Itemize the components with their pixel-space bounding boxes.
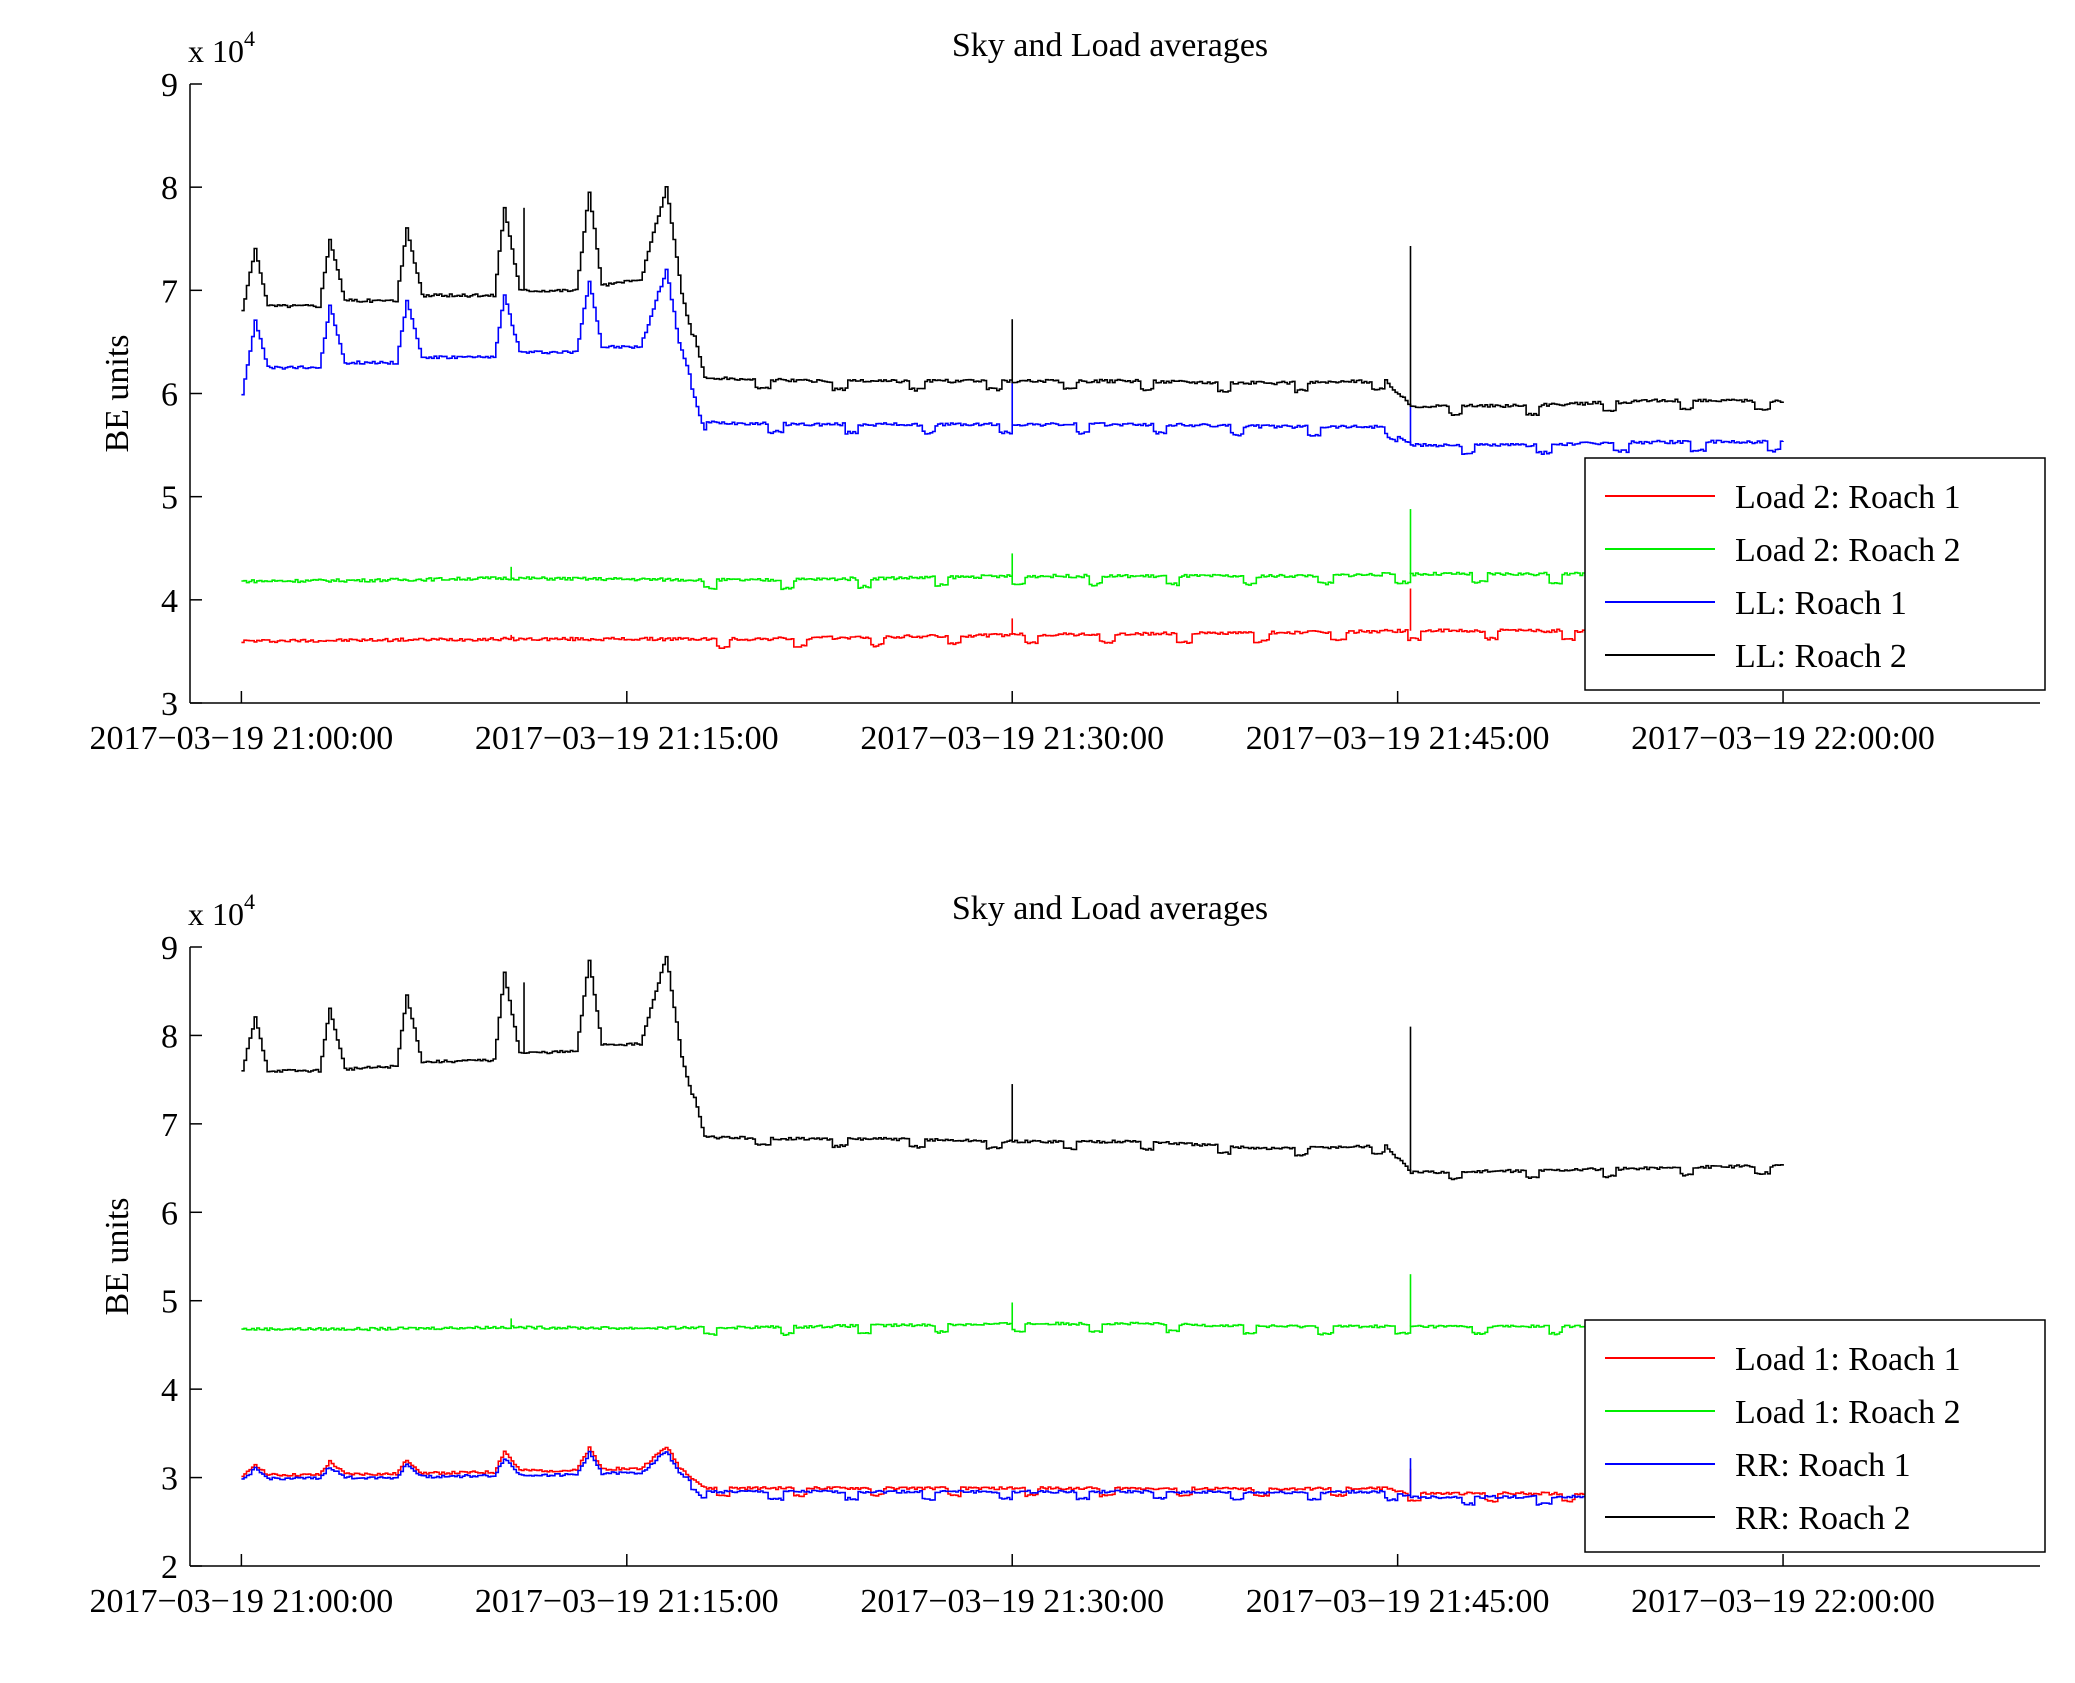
y-tick-label: 5 bbox=[161, 1284, 178, 1321]
x-tick-label: 2017−03−19 22:00:00 bbox=[1631, 720, 1935, 757]
y-tick-label: 4 bbox=[161, 1372, 178, 1409]
series-line-load-1-roach-1 bbox=[241, 1446, 1784, 1503]
y-tick-label: 9 bbox=[161, 930, 178, 967]
x-tick-label: 2017−03−19 21:45:00 bbox=[1246, 720, 1550, 757]
x-tick-label: 2017−03−19 21:15:00 bbox=[475, 1583, 779, 1620]
y-axis-label: BE units bbox=[99, 1197, 136, 1315]
y-tick-label: 2 bbox=[161, 1549, 178, 1586]
y-tick-label: 3 bbox=[161, 686, 178, 723]
y-exponent-power: 4 bbox=[244, 26, 255, 51]
legend-label: LL: Roach 1 bbox=[1735, 585, 1907, 622]
legend-label: Load 1: Roach 2 bbox=[1735, 1394, 1961, 1431]
y-tick-label: 9 bbox=[161, 67, 178, 104]
legend-label: RR: Roach 1 bbox=[1735, 1447, 1911, 1484]
y-tick-label: 6 bbox=[161, 377, 178, 414]
x-tick-label: 2017−03−19 21:00:00 bbox=[90, 720, 394, 757]
legend-label: LL: Roach 2 bbox=[1735, 638, 1907, 675]
y-exponent-label: x 104 bbox=[188, 26, 255, 69]
legend-label: RR: Roach 2 bbox=[1735, 1500, 1911, 1537]
y-exponent-label: x 104 bbox=[188, 889, 255, 932]
x-tick-label: 2017−03−19 21:45:00 bbox=[1246, 1583, 1550, 1620]
x-tick-label: 2017−03−19 21:00:00 bbox=[90, 1583, 394, 1620]
y-exponent-power: 4 bbox=[244, 889, 255, 914]
x-tick-label: 2017−03−19 21:30:00 bbox=[860, 1583, 1164, 1620]
series-line-load-2-roach-2 bbox=[241, 571, 1784, 591]
y-tick-label: 3 bbox=[161, 1461, 178, 1498]
y-tick-label: 7 bbox=[161, 273, 178, 310]
y-tick-label: 8 bbox=[161, 1018, 178, 1055]
y-tick-label: 5 bbox=[161, 480, 178, 517]
x-tick-label: 2017−03−19 21:15:00 bbox=[475, 720, 779, 757]
y-tick-label: 4 bbox=[161, 583, 178, 620]
chart-title: Sky and Load averages bbox=[952, 27, 1268, 64]
y-tick-label: 7 bbox=[161, 1107, 178, 1144]
x-tick-label: 2017−03−19 21:30:00 bbox=[860, 720, 1164, 757]
series-line-ll-roach-1 bbox=[241, 268, 1784, 455]
y-exponent-base: x 10 bbox=[188, 33, 244, 69]
chart-title: Sky and Load averages bbox=[952, 890, 1268, 927]
x-tick-label: 2017−03−19 22:00:00 bbox=[1631, 1583, 1935, 1620]
legend-label: Load 2: Roach 1 bbox=[1735, 479, 1961, 516]
y-tick-label: 8 bbox=[161, 170, 178, 207]
legend-label: Load 1: Roach 1 bbox=[1735, 1341, 1961, 1378]
y-exponent-base: x 10 bbox=[188, 896, 244, 932]
series-line-load-1-roach-2 bbox=[241, 1321, 1784, 1336]
y-axis-label: BE units bbox=[99, 334, 136, 452]
series-line-rr-roach-2 bbox=[241, 955, 1784, 1181]
y-tick-label: 6 bbox=[161, 1195, 178, 1232]
legend-label: Load 2: Roach 2 bbox=[1735, 532, 1961, 569]
series-line-rr-roach-1 bbox=[241, 1450, 1784, 1506]
